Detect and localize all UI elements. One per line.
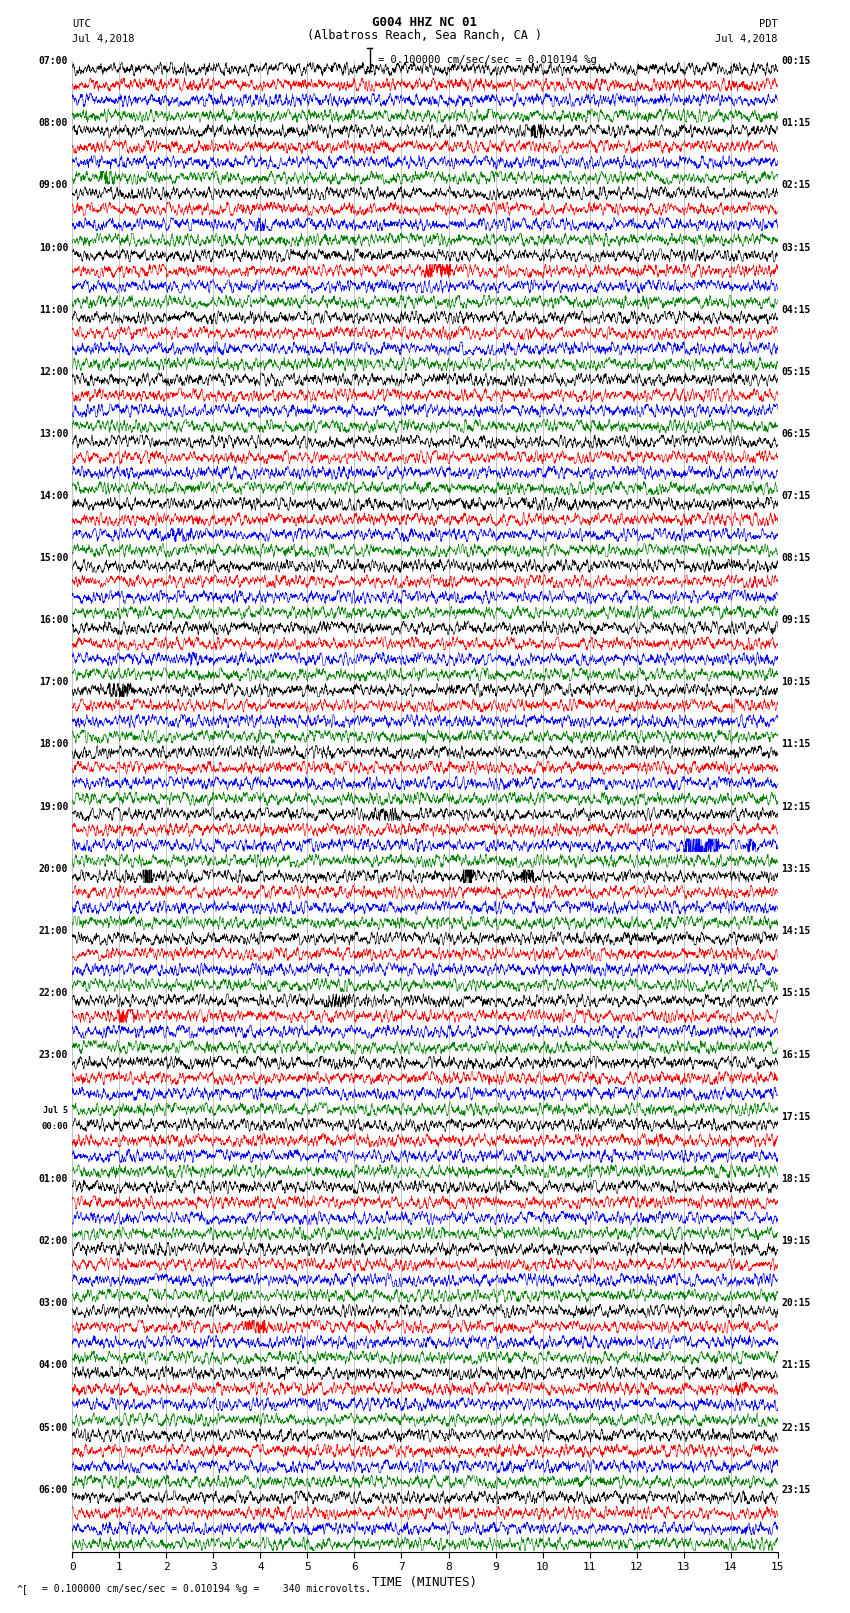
Text: 17:00: 17:00 — [38, 677, 68, 687]
Text: Jul 4,2018: Jul 4,2018 — [715, 34, 778, 44]
Text: 08:15: 08:15 — [781, 553, 811, 563]
Text: 13:15: 13:15 — [781, 863, 811, 874]
Text: UTC: UTC — [72, 19, 91, 29]
Text: 01:15: 01:15 — [781, 118, 811, 129]
Text: 10:00: 10:00 — [38, 242, 68, 253]
Text: 20:15: 20:15 — [781, 1298, 811, 1308]
Text: 06:15: 06:15 — [781, 429, 811, 439]
Text: 03:00: 03:00 — [38, 1298, 68, 1308]
Text: 15:00: 15:00 — [38, 553, 68, 563]
Text: ^[: ^[ — [17, 1584, 29, 1594]
Text: 23:00: 23:00 — [38, 1050, 68, 1060]
Text: 15:15: 15:15 — [781, 987, 811, 998]
Text: 18:15: 18:15 — [781, 1174, 811, 1184]
Text: 17:15: 17:15 — [781, 1111, 811, 1123]
Text: 20:00: 20:00 — [38, 863, 68, 874]
X-axis label: TIME (MINUTES): TIME (MINUTES) — [372, 1576, 478, 1589]
Text: 22:00: 22:00 — [38, 987, 68, 998]
Text: 16:15: 16:15 — [781, 1050, 811, 1060]
Text: 19:15: 19:15 — [781, 1236, 811, 1247]
Text: 09:15: 09:15 — [781, 615, 811, 626]
Text: 21:15: 21:15 — [781, 1360, 811, 1371]
Text: 12:00: 12:00 — [38, 366, 68, 377]
Text: 06:00: 06:00 — [38, 1484, 68, 1495]
Text: 23:15: 23:15 — [781, 1484, 811, 1495]
Text: 11:00: 11:00 — [38, 305, 68, 315]
Text: 16:00: 16:00 — [38, 615, 68, 626]
Text: 12:15: 12:15 — [781, 802, 811, 811]
Text: 03:15: 03:15 — [781, 242, 811, 253]
Text: 07:00: 07:00 — [38, 56, 68, 66]
Text: PDT: PDT — [759, 19, 778, 29]
Text: Jul 4,2018: Jul 4,2018 — [72, 34, 135, 44]
Text: 00:15: 00:15 — [781, 56, 811, 66]
Text: 14:00: 14:00 — [38, 490, 68, 502]
Text: 10:15: 10:15 — [781, 677, 811, 687]
Text: 13:00: 13:00 — [38, 429, 68, 439]
Text: 08:00: 08:00 — [38, 118, 68, 129]
Text: 11:15: 11:15 — [781, 739, 811, 750]
Text: G004 HHZ NC 01: G004 HHZ NC 01 — [372, 16, 478, 29]
Text: 19:00: 19:00 — [38, 802, 68, 811]
Text: 00:00: 00:00 — [41, 1123, 68, 1131]
Text: 21:00: 21:00 — [38, 926, 68, 936]
Text: 18:00: 18:00 — [38, 739, 68, 750]
Text: 05:00: 05:00 — [38, 1423, 68, 1432]
Text: 02:00: 02:00 — [38, 1236, 68, 1247]
Text: 09:00: 09:00 — [38, 181, 68, 190]
Text: 04:00: 04:00 — [38, 1360, 68, 1371]
Text: 01:00: 01:00 — [38, 1174, 68, 1184]
Text: (Albatross Reach, Sea Ranch, CA ): (Albatross Reach, Sea Ranch, CA ) — [308, 29, 542, 42]
Text: 04:15: 04:15 — [781, 305, 811, 315]
Text: 02:15: 02:15 — [781, 181, 811, 190]
Text: = 0.100000 cm/sec/sec = 0.010194 %g =    340 microvolts.: = 0.100000 cm/sec/sec = 0.010194 %g = 34… — [42, 1584, 371, 1594]
Text: Jul 5: Jul 5 — [43, 1107, 68, 1116]
Text: = 0.100000 cm/sec/sec = 0.010194 %g: = 0.100000 cm/sec/sec = 0.010194 %g — [378, 55, 597, 65]
Text: 05:15: 05:15 — [781, 366, 811, 377]
Text: 22:15: 22:15 — [781, 1423, 811, 1432]
Text: 14:15: 14:15 — [781, 926, 811, 936]
Text: 07:15: 07:15 — [781, 490, 811, 502]
